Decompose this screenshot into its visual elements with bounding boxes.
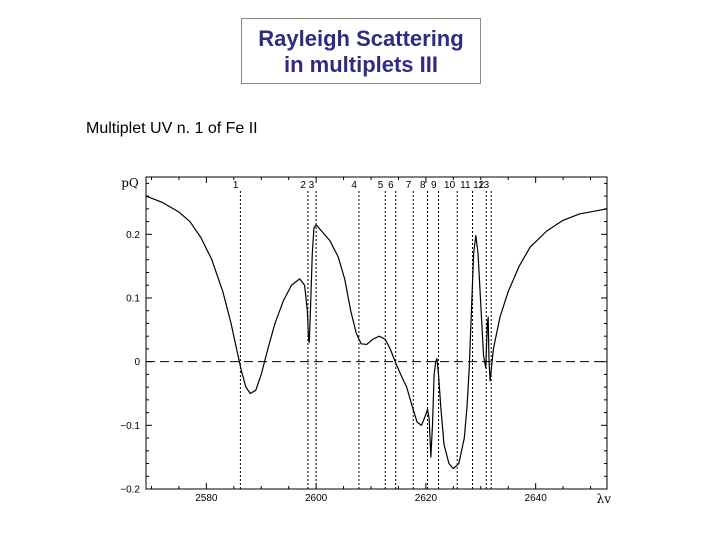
line-marker-label-5: 5: [378, 180, 384, 191]
plot-frame: [145, 176, 608, 490]
line-marker-label-1: 1: [233, 180, 239, 191]
multiplet-caption: Multiplet UV n. 1 of Fe II: [86, 120, 258, 137]
line-marker-label-8: 8: [420, 180, 426, 191]
y-tick-label-0: −0.2: [120, 485, 140, 496]
line-marker-label-3: 3: [309, 180, 315, 191]
line-marker-label-13: 13: [478, 180, 490, 191]
line-marker-label-2: 2: [300, 180, 306, 191]
polarization-curve-0: [145, 195, 608, 470]
line-marker-label-10: 10: [444, 180, 456, 191]
y-axis-label: pQ: [121, 176, 139, 190]
y-tick-label-1: −0.1: [120, 421, 140, 432]
line-marker-label-4: 4: [351, 180, 357, 191]
slide-title-box: Rayleigh Scattering in multiplets III: [241, 18, 481, 84]
line-marker-label-12: 12: [473, 180, 485, 191]
x-tick-label-2600: 2600: [305, 493, 328, 504]
y-tick-label-3: 0.1: [126, 293, 140, 304]
y-tick-label-4: 0.2: [126, 230, 140, 241]
slide-title-line-2: in multiplets III: [283, 52, 438, 77]
x-tick-label-2580: 2580: [195, 493, 218, 504]
x-tick-label-2620: 2620: [415, 493, 438, 504]
line-marker-label-9: 9: [431, 180, 437, 191]
y-tick-label-2: 0: [134, 357, 140, 368]
x-tick-label-2640: 2640: [525, 493, 548, 504]
line-marker-label-7: 7: [406, 180, 412, 191]
line-marker-label-6: 6: [388, 180, 394, 191]
polarization-plot: 1 2 3 4 5 6 7 8 9 10 11 12 13 2580 2600 2620 2640 −0.2 −0.…: [100, 165, 620, 505]
slide-title-line-1: Rayleigh Scattering: [258, 26, 464, 51]
line-marker-label-11: 11: [460, 180, 471, 191]
x-axis-label: λv: [597, 492, 612, 505]
